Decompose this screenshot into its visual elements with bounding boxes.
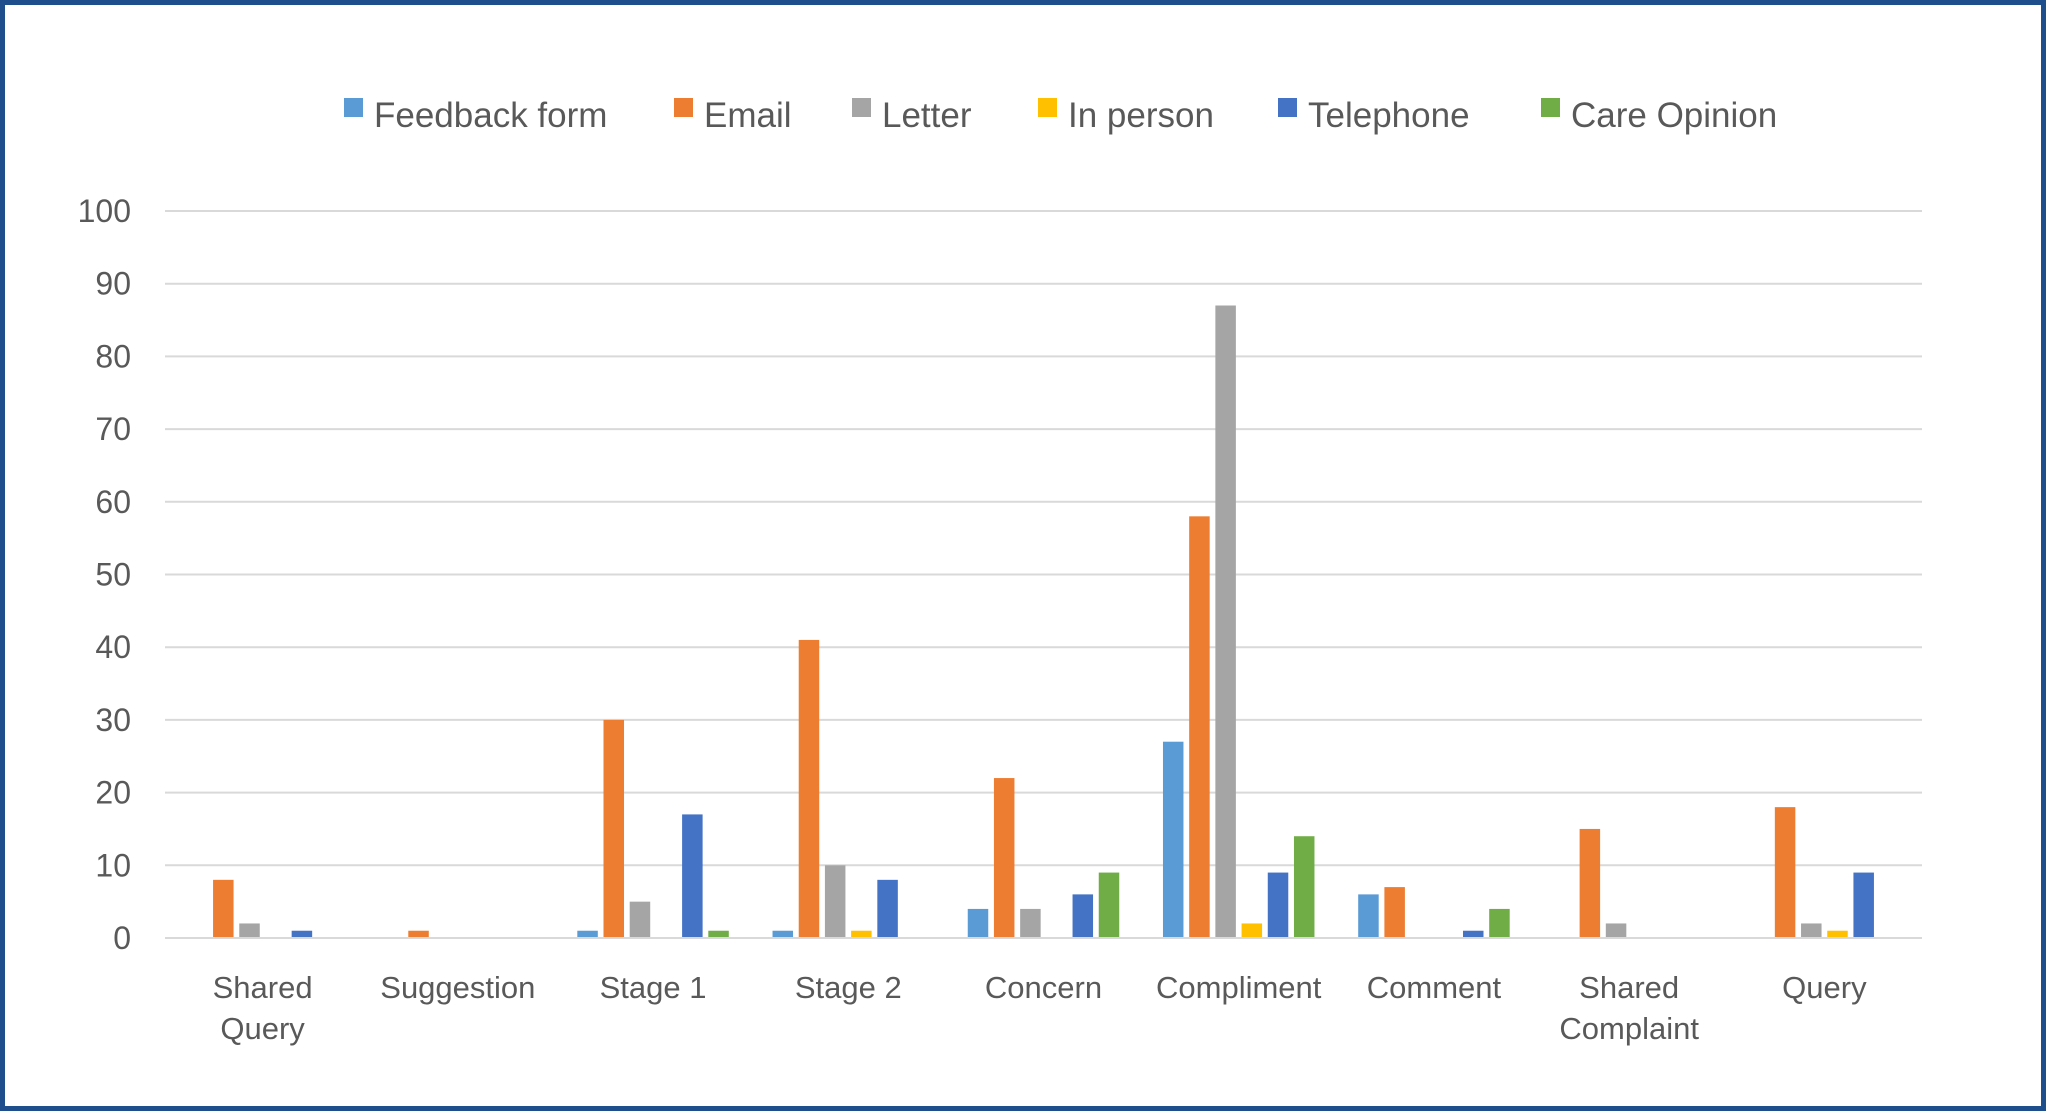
bar-feedback-form <box>1358 894 1379 938</box>
legend-swatch <box>344 98 363 117</box>
y-tick-label: 50 <box>95 557 131 593</box>
legend-label: Feedback form <box>374 96 607 135</box>
bar-email <box>1774 807 1796 938</box>
bar-letter <box>239 923 260 938</box>
bar-letter <box>1801 923 1822 938</box>
category-label: Shared <box>1579 970 1679 1005</box>
y-tick-label: 0 <box>113 920 131 956</box>
bar-email <box>1189 516 1210 938</box>
category-label: Stage 1 <box>600 970 707 1005</box>
bar-feedback-form <box>772 930 794 938</box>
bar-telephone <box>877 879 898 938</box>
y-tick-label: 40 <box>95 629 131 665</box>
y-tick-label: 60 <box>95 484 131 520</box>
legend: Feedback form Email Letter In person Telepho… <box>344 96 1777 135</box>
category-label: Query <box>1782 970 1867 1005</box>
category-label: Shared <box>213 970 313 1005</box>
bar-feedback-form <box>577 930 598 938</box>
y-tick-label: 10 <box>95 847 131 883</box>
bar-letter <box>1605 923 1627 938</box>
category-label: Compliment <box>1156 970 1322 1005</box>
category-label: Complaint <box>1559 1011 1699 1046</box>
y-tick-label: 20 <box>95 775 131 811</box>
y-tick-label: 30 <box>95 702 131 738</box>
category-label: Suggestion <box>380 970 535 1005</box>
legend-swatch <box>852 98 871 117</box>
legend-swatch <box>1541 98 1560 117</box>
y-tick-label: 80 <box>95 338 131 374</box>
legend-swatch <box>1278 98 1297 117</box>
x-axis: Shared Query Suggestion Stage 1 Stage 2 Conce… <box>165 937 1922 1046</box>
bar-email <box>1384 887 1405 938</box>
bar-letter <box>1020 908 1041 938</box>
bar-feedback-form <box>967 908 989 938</box>
bar-letter <box>1215 305 1236 938</box>
bar-care-opinion <box>1293 836 1315 938</box>
legend-label: Letter <box>882 96 972 135</box>
y-tick-label: 100 <box>78 193 131 229</box>
legend-label: Telephone <box>1308 96 1470 135</box>
bar-email <box>1579 828 1601 938</box>
bar-email <box>603 719 625 938</box>
category-label: Concern <box>985 970 1102 1005</box>
bar-telephone <box>1267 872 1289 938</box>
bar-email <box>798 639 820 938</box>
bar-email <box>213 879 234 938</box>
bar-in-person <box>1241 923 1263 938</box>
bar-telephone <box>291 930 313 938</box>
bar-telephone <box>682 814 703 938</box>
bar-telephone <box>1853 872 1874 938</box>
legend-swatch <box>1038 98 1057 117</box>
category-label: Query <box>220 1011 305 1046</box>
bar-care-opinion <box>1098 872 1120 938</box>
y-tick-label: 70 <box>95 411 131 447</box>
legend-label: In person <box>1068 96 1214 135</box>
bar-email <box>993 778 1015 938</box>
bar-letter <box>824 865 846 938</box>
legend-label: Care Opinion <box>1571 96 1777 135</box>
bar-feedback-form <box>1162 741 1184 938</box>
bar-telephone <box>1072 894 1094 938</box>
legend-swatch <box>674 98 693 117</box>
y-axis: 0 10 20 30 40 50 60 70 80 90 100 <box>78 193 131 956</box>
category-label: Comment <box>1367 970 1502 1005</box>
bar-in-person <box>1827 930 1848 938</box>
gridlines <box>165 210 1922 939</box>
bars <box>213 305 1874 938</box>
bar-telephone <box>1462 930 1484 938</box>
bar-letter <box>629 901 651 938</box>
bar-in-person <box>851 930 872 938</box>
category-label: Stage 2 <box>795 970 902 1005</box>
bar-email <box>408 930 429 938</box>
bar-care-opinion <box>1489 908 1510 938</box>
bar-care-opinion <box>708 930 729 938</box>
legend-label: Email <box>704 96 792 135</box>
y-tick-label: 90 <box>95 266 131 302</box>
